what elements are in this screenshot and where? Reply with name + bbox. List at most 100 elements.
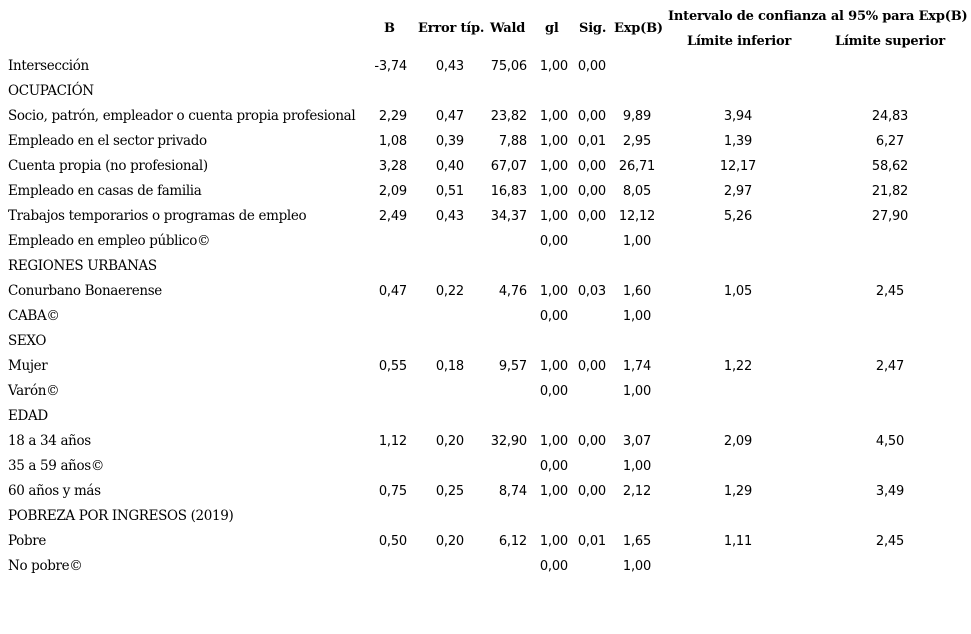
table-row: Conurbano Bonaerense 0,47 0,22 4,76 1,00…	[0, 279, 971, 304]
header-wald: Wald	[490, 21, 526, 36]
cell-gl: 1,00	[539, 184, 568, 199]
cell-b: 2,49	[378, 209, 407, 224]
cell-error-tip: 0,47	[435, 109, 464, 124]
cell-exp-b: 1,00	[622, 234, 652, 249]
table-row: Intersección -3,74 0,43 75,06 1,00 0,00	[0, 54, 971, 79]
cell-error-tip: 0,43	[435, 209, 464, 224]
cell-ci-lower: 12,17	[719, 159, 757, 174]
row-label: No pobre©	[8, 558, 83, 574]
cell-gl: 0,00	[539, 559, 568, 574]
header-ci-upper: Límite superior	[835, 34, 946, 49]
row-label: Trabajos temporarios o programas de empl…	[8, 208, 307, 224]
cell-ci-upper: 21,82	[871, 184, 909, 199]
cell-ci-lower: 2,09	[723, 434, 753, 449]
cell-error-tip: 0,22	[435, 284, 464, 299]
row-label: Empleado en el sector privado	[8, 133, 207, 149]
cell-error-tip: 0,25	[435, 484, 464, 499]
cell-ci-upper: 2,47	[875, 359, 905, 374]
cell-wald: 75,06	[490, 59, 527, 74]
cell-ci-lower: 1,05	[723, 284, 753, 299]
table-row: 18 a 34 años 1,12 0,20 32,90 1,00 0,00 3…	[0, 429, 971, 454]
cell-wald: 8,74	[498, 484, 527, 499]
cell-error-tip: 0,51	[435, 184, 464, 199]
cell-sig: 0,00	[577, 184, 606, 199]
cell-wald: 16,83	[490, 184, 527, 199]
table-row: EDAD	[0, 404, 971, 429]
cell-wald: 67,07	[490, 159, 527, 174]
cell-gl: 1,00	[539, 159, 568, 174]
row-label: Intersección	[8, 58, 89, 74]
cell-ci-upper: 2,45	[875, 534, 905, 549]
cell-wald: 32,90	[490, 434, 527, 449]
cell-b: 3,28	[378, 159, 407, 174]
cell-b: 2,29	[378, 109, 407, 124]
row-label: REGIONES URBANAS	[8, 258, 157, 274]
table-row: 35 a 59 años© 0,00 1,00	[0, 454, 971, 479]
cell-ci-upper: 58,62	[871, 159, 909, 174]
table-row: Trabajos temporarios o programas de empl…	[0, 204, 971, 229]
row-label: 60 años y más	[8, 483, 101, 499]
cell-gl: 0,00	[539, 459, 568, 474]
cell-wald: 23,82	[490, 109, 527, 124]
cell-wald: 7,88	[498, 134, 527, 149]
cell-ci-upper: 2,45	[875, 284, 905, 299]
row-label: 35 a 59 años©	[8, 458, 105, 474]
header-ci-group: Intervalo de confianza al 95% para Exp(B…	[668, 9, 968, 24]
table-row: Empleado en empleo público© 0,00 1,00	[0, 229, 971, 254]
header-gl: gl	[545, 21, 559, 36]
cell-b: -3,74	[374, 59, 407, 74]
cell-ci-lower: 5,26	[723, 209, 753, 224]
cell-exp-b: 1,65	[622, 534, 652, 549]
cell-gl: 1,00	[539, 534, 568, 549]
cell-gl: 0,00	[539, 309, 568, 324]
header-error-tip: Error típ.	[418, 21, 485, 36]
cell-gl: 1,00	[539, 109, 568, 124]
cell-error-tip: 0,39	[435, 134, 464, 149]
cell-sig: 0,00	[577, 434, 606, 449]
cell-ci-lower: 1,11	[723, 534, 753, 549]
table-row: Cuenta propia (no profesional) 3,28 0,40…	[0, 154, 971, 179]
cell-error-tip: 0,20	[435, 534, 464, 549]
cell-gl: 1,00	[539, 359, 568, 374]
table-row: Mujer 0,55 0,18 9,57 1,00 0,00 1,74 1,22…	[0, 354, 971, 379]
cell-gl: 0,00	[539, 234, 568, 249]
header-b: B	[384, 21, 395, 36]
row-label: Empleado en empleo público©	[8, 233, 211, 249]
row-label: Conurbano Bonaerense	[8, 283, 162, 299]
cell-b: 1,12	[378, 434, 407, 449]
cell-gl: 1,00	[539, 134, 568, 149]
cell-ci-lower: 2,97	[723, 184, 753, 199]
cell-ci-lower: 3,94	[723, 109, 753, 124]
cell-wald: 4,76	[498, 284, 527, 299]
cell-error-tip: 0,18	[435, 359, 464, 374]
cell-b: 0,75	[378, 484, 407, 499]
cell-exp-b: 2,95	[622, 134, 652, 149]
cell-b: 0,50	[378, 534, 407, 549]
table-row: OCUPACIÓN	[0, 79, 971, 104]
table-row: SEXO	[0, 329, 971, 354]
cell-exp-b: 12,12	[618, 209, 656, 224]
cell-exp-b: 3,07	[622, 434, 652, 449]
cell-sig: 0,03	[577, 284, 606, 299]
cell-exp-b: 8,05	[622, 184, 652, 199]
header-ci-lower: Límite inferior	[687, 34, 792, 49]
cell-error-tip: 0,40	[435, 159, 464, 174]
table-row: Empleado en el sector privado 1,08 0,39 …	[0, 129, 971, 154]
row-label: SEXO	[8, 333, 47, 349]
table-row: Pobre 0,50 0,20 6,12 1,00 0,01 1,65 1,11…	[0, 529, 971, 554]
row-label: Socio, patrón, empleador o cuenta propia…	[8, 108, 356, 124]
cell-gl: 1,00	[539, 434, 568, 449]
cell-ci-lower: 1,22	[723, 359, 753, 374]
cell-ci-lower: 1,29	[723, 484, 753, 499]
cell-exp-b: 1,00	[622, 309, 652, 324]
cell-error-tip: 0,20	[435, 434, 464, 449]
row-label: OCUPACIÓN	[8, 83, 94, 99]
cell-sig: 0,01	[577, 534, 606, 549]
row-label: CABA©	[8, 308, 60, 324]
cell-ci-upper: 27,90	[871, 209, 909, 224]
cell-exp-b: 1,00	[622, 559, 652, 574]
cell-sig: 0,00	[577, 59, 606, 74]
header-exp-b: Exp(B)	[614, 21, 663, 36]
cell-sig: 0,00	[577, 484, 606, 499]
cell-exp-b: 26,71	[618, 159, 656, 174]
